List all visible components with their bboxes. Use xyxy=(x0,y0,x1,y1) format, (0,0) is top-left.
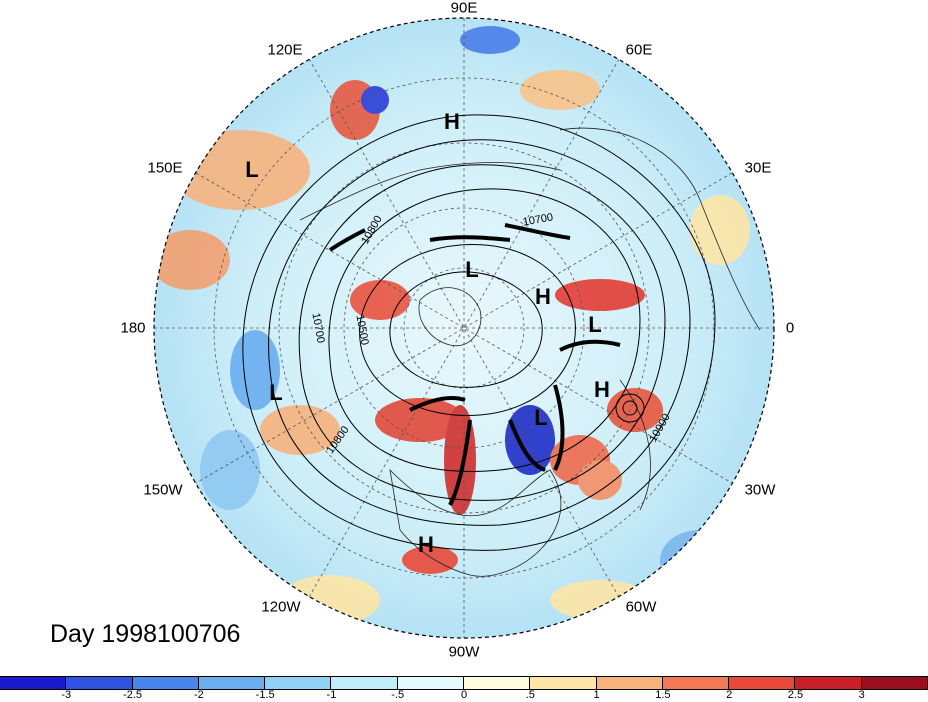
coastlines xyxy=(299,127,761,577)
colorbar-segment xyxy=(795,677,862,689)
lon-label-150w: 150W xyxy=(143,481,183,499)
day-title: Day 1998100706 xyxy=(50,620,241,648)
lon-label-30w: 30W xyxy=(744,481,776,499)
colorbar-segment xyxy=(463,677,531,689)
lon-label-30e: 30E xyxy=(744,159,772,177)
pressure-low-marker: L xyxy=(269,380,283,405)
colorbar-tick-label: .5 xyxy=(525,689,535,701)
colorbar-tick-label: -3 xyxy=(61,689,72,701)
jet-contours xyxy=(328,223,621,506)
pressure-low-marker: L xyxy=(245,157,259,182)
colorbar-segment xyxy=(0,677,67,689)
pressure-low-marker: L xyxy=(588,312,602,337)
map-border xyxy=(153,17,775,639)
pressure-high-marker: H xyxy=(535,284,551,309)
colorbar-tick-label: 1 xyxy=(593,689,600,701)
lon-label-180: 180 xyxy=(120,319,146,337)
lon-label-60e: 60E xyxy=(625,41,653,59)
colorbar-segment xyxy=(265,677,332,689)
colorbar-tick-label: -2 xyxy=(193,689,204,701)
colorbar-segment xyxy=(397,677,464,689)
lon-label-0: 0 xyxy=(785,319,795,337)
colorbar-tick-label: 0 xyxy=(460,689,468,701)
colorbar-segment xyxy=(331,677,398,689)
colorbar-segment xyxy=(198,677,266,689)
pressure-high-marker: H xyxy=(444,109,460,134)
colorbar-tick-label: -.5 xyxy=(391,689,405,701)
colorbar-segment xyxy=(66,677,133,689)
colorbar xyxy=(0,676,928,690)
colorbar-tick-label: 3 xyxy=(858,689,865,701)
colorbar-segment xyxy=(596,677,663,689)
lon-label-90w: 90W xyxy=(448,643,480,661)
pressure-high-marker: H xyxy=(594,377,610,402)
colorbar-tick-label: 1.5 xyxy=(655,689,671,701)
lon-label-120e: 120E xyxy=(267,41,303,59)
colorbar-tick-label: -1 xyxy=(326,689,337,701)
colorbar-segment xyxy=(662,677,730,689)
pressure-low-marker: L xyxy=(465,257,479,282)
lon-label-150e: 150E xyxy=(147,159,183,177)
pressure-high-marker: H xyxy=(418,532,434,557)
pressure-low-marker: L xyxy=(534,405,548,430)
colorbar-tick-label: 2.5 xyxy=(787,689,804,701)
colorbar-segment xyxy=(132,677,199,689)
colorbar-tick-label: -2.5 xyxy=(123,689,143,701)
lon-label-120w: 120W xyxy=(261,598,301,616)
lon-label-90e: 90E xyxy=(450,0,478,17)
colorbar-segment xyxy=(530,677,597,689)
height-contours xyxy=(242,114,716,551)
lon-label-60w: 60W xyxy=(625,598,657,616)
colorbar-segment xyxy=(861,677,928,689)
colorbar-tick-label: 2 xyxy=(726,689,733,701)
colorbar-segment xyxy=(729,677,796,689)
colorbar-tick-label: -1.5 xyxy=(255,689,275,701)
